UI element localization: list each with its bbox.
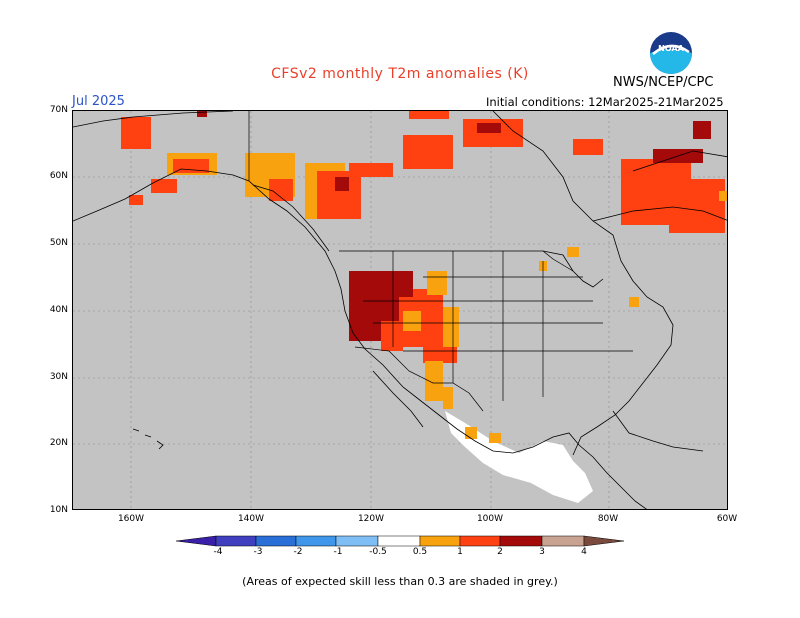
legend-tick: -4: [213, 547, 223, 557]
legend-swatch: [255, 535, 297, 547]
legend-tick: 3: [539, 547, 545, 557]
coastlines: [73, 111, 727, 509]
legend-swatch: [459, 535, 501, 547]
skill-footnote: (Areas of expected skill less than 0.3 a…: [242, 575, 558, 588]
lon-label: 60W: [716, 514, 738, 524]
legend-tick: 2: [497, 547, 503, 557]
lat-label: 20N: [49, 438, 68, 448]
lon-label: 100W: [476, 514, 504, 524]
source-label: NWS/NCEP/CPC: [613, 75, 714, 90]
legend-swatch: [419, 535, 461, 547]
legend-swatch: [377, 535, 421, 547]
legend-swatch: [541, 535, 585, 547]
lat-label: 50N: [49, 238, 68, 248]
noaa-logo: NOAA: [650, 32, 692, 74]
map-canvas: [73, 111, 727, 509]
legend-tick: -2: [293, 547, 303, 557]
anomaly-map: [72, 110, 728, 510]
legend-tick: -0.5: [369, 547, 387, 557]
borders: [248, 111, 633, 412]
hawaii: [132, 428, 164, 450]
legend-swatch: [335, 535, 379, 547]
lat-label: 10N: [49, 505, 68, 515]
map-title: CFSv2 monthly T2m anomalies (K): [271, 66, 529, 82]
target-month: Jul 2025: [72, 94, 125, 109]
logo-text: NOAA: [658, 44, 684, 53]
lat-label: 30N: [49, 372, 68, 382]
legend-swatch-gt-4: [583, 535, 625, 547]
legend-tick: -3: [253, 547, 263, 557]
legend-swatch: [499, 535, 543, 547]
lon-label: 140W: [237, 514, 265, 524]
legend-tick: -1: [333, 547, 343, 557]
lat-label: 70N: [49, 105, 68, 115]
legend-swatch-lt-4: [176, 535, 217, 547]
lon-label: 120W: [357, 514, 385, 524]
lon-label: 160W: [117, 514, 145, 524]
lat-label: 60N: [49, 171, 68, 181]
legend-tick: 1: [457, 547, 463, 557]
lat-label: 40N: [49, 305, 68, 315]
legend-swatch: [295, 535, 337, 547]
initial-conditions: Initial conditions: 12Mar2025-21Mar2025: [486, 95, 724, 109]
lon-label: 80W: [597, 514, 619, 524]
legend-tick: 4: [581, 547, 587, 557]
legend-swatch: [215, 535, 257, 547]
color-legend: [176, 535, 625, 547]
near-normal-areas: [445, 411, 593, 503]
legend-tick: 0.5: [412, 547, 428, 557]
